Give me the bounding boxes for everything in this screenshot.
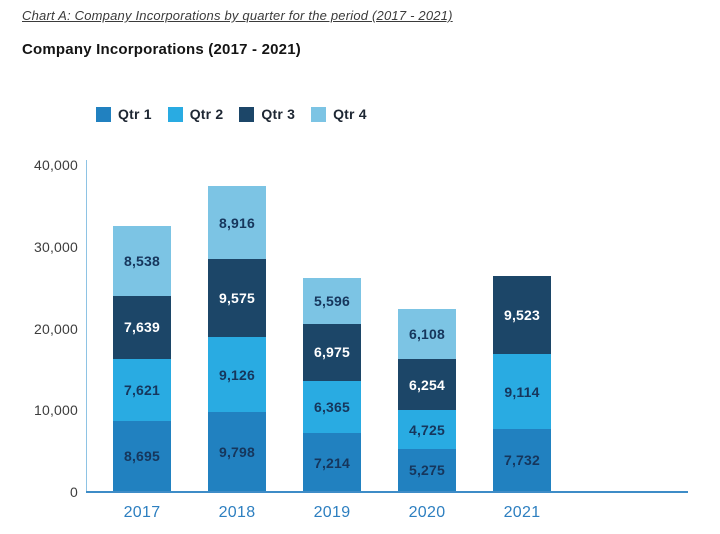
bar-value-label: 9,126: [218, 366, 256, 383]
legend-label: Qtr 3: [261, 106, 296, 122]
bar-segment-2019-qtr-4: 5,596: [303, 278, 361, 324]
x-tick-label-2019: 2019: [313, 504, 351, 521]
legend-item-qtr-2: Qtr 2: [167, 106, 224, 122]
legend-label: Qtr 1: [118, 106, 152, 122]
legend-swatch-icon: [167, 106, 183, 122]
legend: Qtr 1 Qtr 2 Qtr 3 Qtr 4: [96, 106, 367, 122]
bar-value-label: 9,798: [218, 443, 256, 460]
bar-segment-2021-qtr-1: 7,732: [493, 428, 551, 492]
bar-value-label: 6,975: [313, 344, 351, 361]
bar-value-label: 7,732: [503, 452, 541, 469]
bar-value-label: 5,275: [408, 462, 446, 479]
bar-segment-2017-qtr-2: 7,621: [113, 358, 171, 421]
y-tick-label: 20,000: [33, 320, 78, 337]
bar-segment-2020-qtr-2: 4,725: [398, 410, 456, 449]
y-tick-label: 40,000: [33, 157, 78, 173]
legend-item-qtr-3: Qtr 3: [239, 106, 295, 122]
bar-value-label: 7,214: [313, 454, 351, 471]
bar-value-label: 9,114: [504, 383, 540, 400]
bar-segment-2017-qtr-4: 8,538: [113, 226, 171, 297]
legend-label: Qtr 4: [333, 106, 367, 122]
y-tick-label: 0: [70, 484, 78, 500]
bar-value-label: 6,108: [408, 326, 446, 343]
legend-swatch-icon: [96, 106, 111, 122]
bar-segment-2018-qtr-4: 8,916: [208, 186, 266, 259]
bar-value-label: 8,538: [123, 253, 161, 270]
bar-segment-2017-qtr-3: 7,639: [113, 296, 171, 359]
bar-segment-2021-qtr-2: 9,114: [493, 354, 551, 429]
x-tick-label-2017: 2017: [123, 504, 161, 521]
bar-segment-2021-qtr-3: 9,523: [493, 276, 551, 355]
legend-swatch-icon: [311, 106, 327, 122]
bar-value-label: 8,695: [123, 448, 161, 465]
bar-value-label: 9,523: [503, 307, 541, 324]
x-tick-label-2018: 2018: [218, 504, 256, 521]
x-axis-line: [86, 491, 688, 493]
x-tick-label-2020: 2020: [408, 504, 446, 521]
bar-segment-2019-qtr-2: 6,365: [303, 380, 361, 434]
bar-segment-2019-qtr-1: 7,214: [303, 433, 361, 492]
y-tick-label: 10,000: [33, 402, 78, 419]
bar-segment-2017-qtr-1: 8,695: [113, 420, 171, 492]
bar-segment-2018-qtr-1: 9,798: [208, 411, 266, 492]
y-tick-label: 30,000: [33, 238, 78, 255]
bar-segment-2020-qtr-1: 5,275: [398, 448, 456, 492]
document-title: Chart A: Company Incorporations by quart…: [22, 8, 453, 23]
bar-segment-2018-qtr-2: 9,126: [208, 337, 266, 412]
bar-segment-2018-qtr-3: 9,575: [208, 259, 266, 338]
legend-swatch-icon: [239, 106, 255, 122]
bar-value-label: 7,639: [123, 319, 161, 336]
bar-value-label: 6,365: [313, 399, 351, 415]
bar-value-label: 8,916: [218, 214, 256, 231]
y-axis-line: [86, 160, 87, 493]
bar-segment-2020-qtr-4: 6,108: [398, 309, 456, 360]
bar-value-label: 4,725: [408, 421, 446, 438]
legend-label: Qtr 2: [189, 106, 224, 122]
chart-title: Company Incorporations (2017 - 2021): [22, 41, 301, 58]
legend-item-qtr-4: Qtr 4: [311, 106, 367, 122]
bar-value-label: 6,254: [408, 376, 446, 393]
x-tick-label-2021: 2021: [503, 504, 541, 521]
bar-value-label: 5,596: [313, 293, 351, 310]
bar-value-label: 9,575: [218, 290, 256, 307]
bar-segment-2019-qtr-3: 6,975: [303, 323, 361, 381]
bar-value-label: 7,621: [123, 381, 161, 398]
bar-segment-2020-qtr-3: 6,254: [398, 359, 456, 411]
legend-item-qtr-1: Qtr 1: [96, 106, 152, 122]
